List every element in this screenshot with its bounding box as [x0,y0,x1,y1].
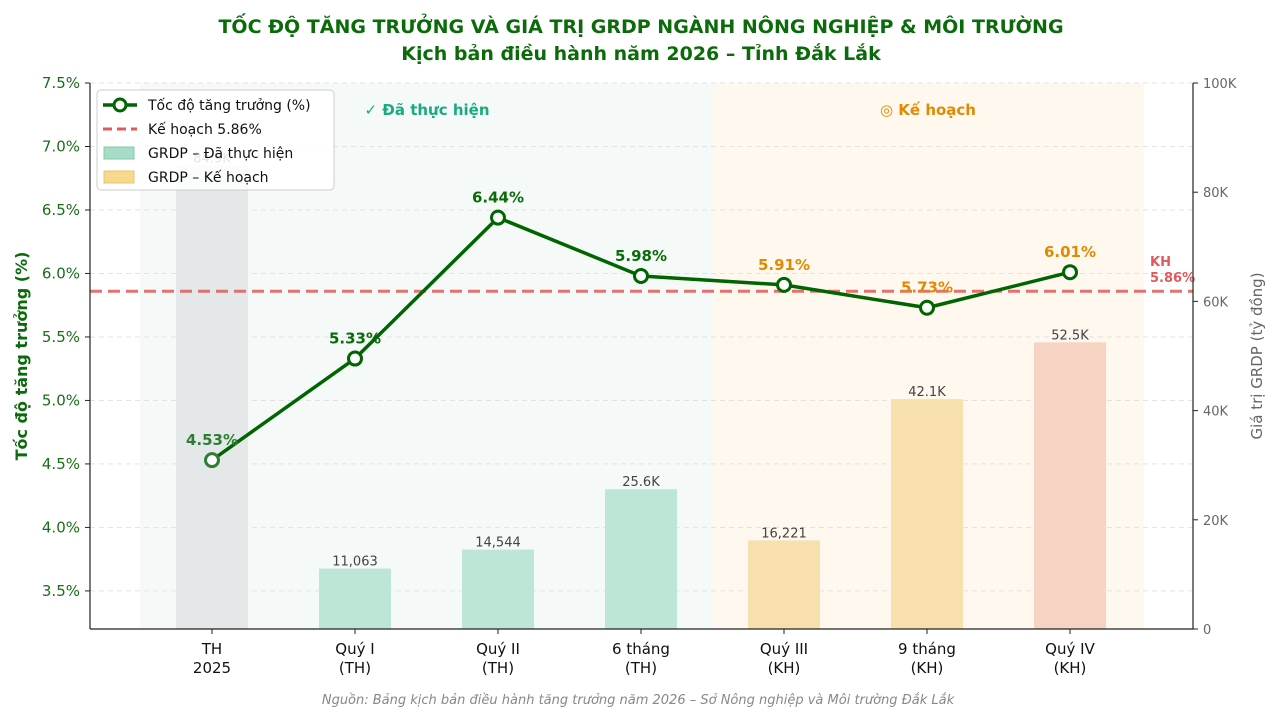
growth-point-1 [347,350,363,367]
growth-point-3 [633,268,649,285]
grdp-bar-label-6: 52.5K [1051,328,1089,343]
legend-swatch-2 [103,146,135,160]
grdp-bar-label-5: 42.1K [908,385,946,400]
growth-point-0 [204,452,220,469]
x-tick-label-1-1: (TH) [339,659,371,677]
y-left-tick-label-6: 6.5% [42,201,80,219]
legend-label-3: GRDP – Kế hoạch [148,169,269,186]
x-tick-label-4-0: Quý III [760,640,808,658]
y-left-tick-label-5: 6.0% [42,264,80,282]
x-tick-label-3-0: 6 tháng [612,640,670,658]
y-axis-left-label: Tốc độ tăng trưởng (%) [12,252,31,461]
grdp-bar-label-1: 11,063 [332,555,378,570]
grdp-bars [176,165,1106,630]
x-tick-label-5-0: 9 tháng [898,640,956,658]
x-tick-label-0-0: TH [201,640,222,658]
y-right-tick-label-1: 20K [1203,514,1229,529]
growth-point-6 [1062,264,1078,281]
grdp-bar-label-3: 25.6K [622,475,660,490]
legend-marker-0 [112,97,128,113]
x-tick-label-6-1: (KH) [1054,659,1087,677]
legend: Tốc độ tăng trưởng (%) Kế hoạch 5.86% GRDP… [96,89,335,191]
growth-point-5 [919,299,935,316]
y-right-tick-label-4: 80K [1203,186,1229,201]
grdp-bar-6 [1034,342,1106,629]
y-axis-right-label: Giá trị GRDP (tỷ đồng) [1248,272,1266,439]
source-note: Nguồn: Bảng kịch bản điều hành tăng trưở… [322,693,955,708]
grdp-bar-1 [319,568,391,629]
y-right-tick-label-5: 100K [1203,77,1237,92]
region-label-done: ✓ Đã thực hiện [364,101,489,119]
growth-label-0: 4.53% [186,431,238,449]
growth-label-5: 5.73% [901,279,953,297]
growth-label-6: 6.01% [1044,243,1096,261]
x-tick-label-0-1: 2025 [193,659,231,677]
grdp-bar-3 [605,489,677,629]
x-tick-label-3-1: (TH) [625,659,657,677]
growth-point-2 [490,209,506,226]
axes: 3.5% 4.0% 4.5% 5.0% 5.5% 6.0% 6.5% 7.0% 7.5% 0 20K… [42,74,1237,677]
grdp-bar-5 [891,399,963,629]
growth-point-4 [776,276,792,293]
x-tick-label-5-1: (KH) [911,659,944,677]
legend-label-0: Tốc độ tăng trưởng (%) [147,97,311,114]
x-tick-label-6-0: Quý IV [1045,640,1095,658]
grdp-bar-label-4: 16,221 [761,526,807,541]
y-right-tick-label-2: 40K [1203,405,1229,420]
y-right-tick-label-0: 0 [1203,623,1211,638]
y-left-tick-label-4: 5.5% [42,328,80,346]
grdp-bar-2 [462,549,534,629]
grdp-bar-label-2: 14,544 [475,536,521,551]
grdp-bar-4 [748,540,820,629]
y-left-tick-label-3: 5.0% [42,391,80,409]
chart-title-line2: Kịch bản điều hành năm 2026 – Tỉnh Đắk L… [401,42,881,65]
chart-title-line1: TỐC ĐỘ TĂNG TRƯỞNG VÀ GIÁ TRỊ GRDP NGÀNH… [218,12,1063,38]
legend-box [96,89,335,191]
x-tick-label-2-0: Quý II [476,640,520,658]
y-right-tick-label-3: 60K [1203,295,1229,310]
growth-label-3: 5.98% [615,247,667,265]
growth-label-1: 5.33% [329,330,381,348]
legend-label-1: Kế hoạch 5.86% [148,121,262,138]
legend-label-2: GRDP – Đã thực hiện [148,146,293,162]
y-left-tick-label-1: 4.0% [42,518,80,536]
x-tick-label-1-0: Quý I [335,640,374,658]
x-tick-label-4-1: (KH) [768,659,801,677]
growth-label-4: 5.91% [758,256,810,274]
x-tick-label-2-1: (TH) [482,659,514,677]
grdp-bar-0 [176,165,248,630]
growth-label-2: 6.44% [472,189,524,207]
y-left-tick-label-0: 3.5% [42,582,80,600]
growth-series: 4.53% 5.33% 6.44% 5.98% 5.91% 5.73% 6.01% [186,189,1096,469]
y-left-tick-label-7: 7.0% [42,137,80,155]
target-label-value: 5.86% [1150,271,1195,286]
target-label-kh: KH [1150,255,1171,270]
y-left-tick-label-8: 7.5% [42,74,80,92]
region-label-plan: ◎ Kế hoạch [880,100,976,119]
y-left-tick-label-2: 4.5% [42,455,80,473]
legend-swatch-3 [103,170,135,184]
